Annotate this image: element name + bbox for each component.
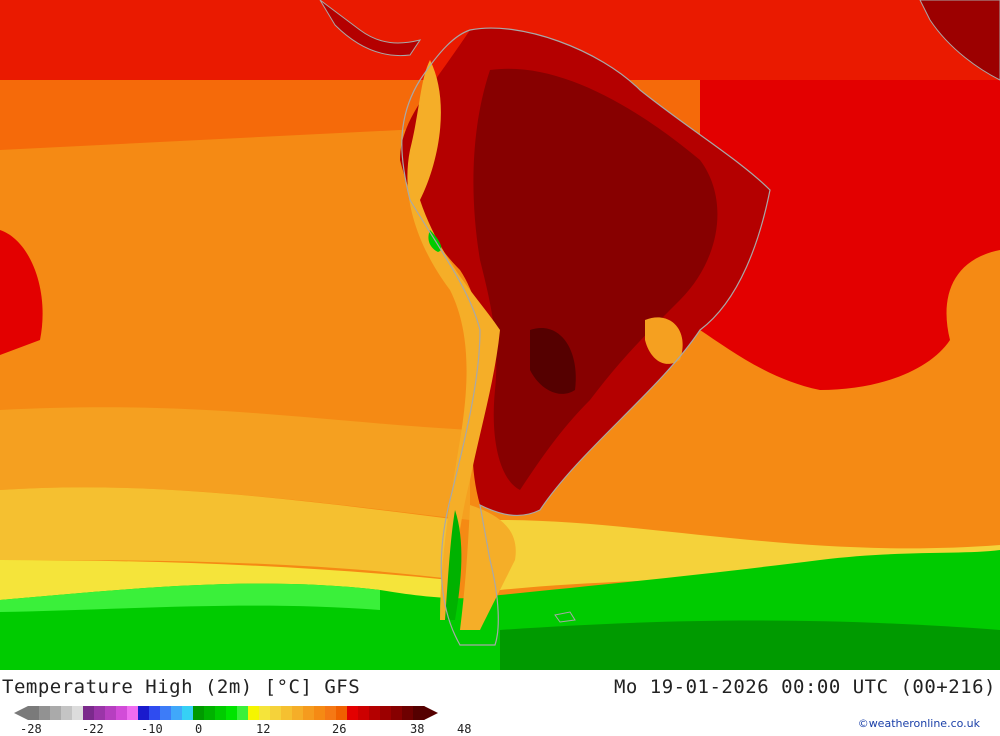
legend-swatch [380,706,392,720]
continent-core-hot [473,68,718,491]
legend-swatch [160,706,172,720]
legend-swatch [325,706,337,720]
falkland-islands [554,611,576,623]
legend-swatch [270,706,282,720]
band-light-orange [0,407,470,520]
legend-swatch [83,706,95,720]
legend-arrow-right [424,706,438,720]
valid-time: Mo 19-01-2026 00:00 UTC (00+216) [613,676,996,698]
atlantic-hot-area [700,80,1000,390]
legend-swatch [138,706,150,720]
legend-swatch [193,706,205,720]
legend-swatch [182,706,194,720]
legend-swatch [369,706,381,720]
legend-swatch [402,706,414,720]
legend-swatch [28,706,40,720]
legend-swatch [237,706,249,720]
legend-swatch [50,706,62,720]
legend-swatch [259,706,271,720]
legend-swatch [226,706,238,720]
credit-link[interactable]: ©weatheronline.co.uk [857,717,980,730]
map-footer: Temperature High (2m) [°C] GFS Mo 19-01-… [0,670,1000,736]
legend-swatch [281,706,293,720]
color-legend: -28 -22 -10 0 12 26 38 48 [14,706,471,736]
legend-tick-label: -28 [20,722,42,736]
central-america [319,0,422,57]
legend-swatch [336,706,348,720]
patagonia-green [445,510,462,620]
legend-tick-label: 26 [332,722,346,736]
legend-swatch [314,706,326,720]
legend-swatch [358,706,370,720]
legend-swatch [303,706,315,720]
legend-tick-label: 12 [256,722,270,736]
southeast-brazil-cool [645,317,683,364]
band-green-south-bright [0,583,380,612]
legend-swatch [116,706,128,720]
legend-tick-label: 48 [457,722,471,736]
legend-tick-label: 38 [410,722,424,736]
legend-swatch [39,706,51,720]
legend-swatch [204,706,216,720]
pacific-red-patch [0,230,43,355]
legend-swatch [149,706,161,720]
legend-swatch [391,706,403,720]
temperature-map [0,0,1000,670]
legend-swatch [215,706,227,720]
legend-swatch [72,706,84,720]
legend-swatch [292,706,304,720]
band-dark-green [500,620,1000,670]
legend-arrow-left [14,706,28,720]
legend-swatch [94,706,106,720]
band-yellow-orange [0,487,460,580]
legend-tick-label: -10 [141,722,163,736]
chaco-hotspot [530,328,576,394]
continent-outline [401,27,771,646]
legend-swatch [248,706,260,720]
andes-strip [407,60,500,620]
legend-swatch [413,706,425,720]
legend-swatch [61,706,73,720]
legend-swatch [347,706,359,720]
patagonia-orange [460,505,516,630]
legend-tick-label: 0 [195,722,202,736]
legend-swatch [171,706,183,720]
legend-tick-label: -22 [82,722,104,736]
legend-swatch [105,706,117,720]
legend-swatch [127,706,139,720]
map-title: Temperature High (2m) [°C] GFS [2,676,361,698]
